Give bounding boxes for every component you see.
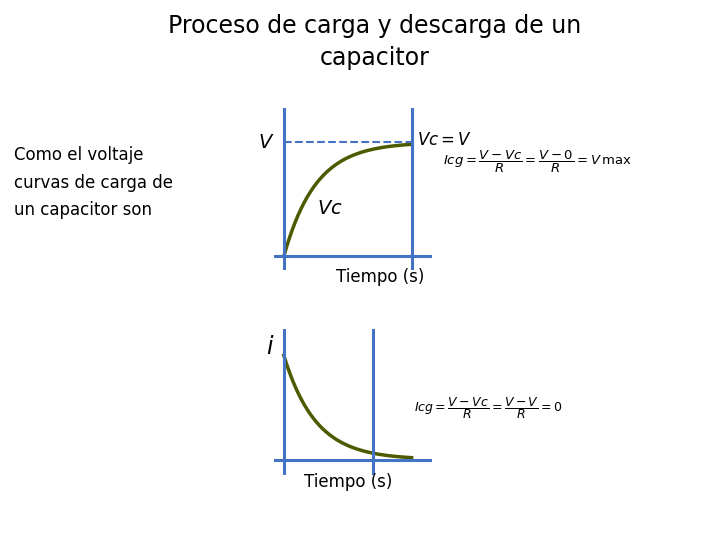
Text: $Vc = V$: $Vc = V$ [417,131,472,149]
Text: $V$: $V$ [258,133,274,152]
Text: Proceso de carga y descarga de un: Proceso de carga y descarga de un [168,14,581,37]
Text: Tiempo (s): Tiempo (s) [304,473,392,491]
Text: $Icg = \dfrac{V - Vc}{R} = \dfrac{V - V}{R} = 0$: $Icg = \dfrac{V - Vc}{R} = \dfrac{V - V}… [414,395,562,421]
Text: $Vc$: $Vc$ [317,199,343,218]
Text: Como el voltaje
curvas de carga de
un capacitor son: Como el voltaje curvas de carga de un ca… [14,146,174,219]
Text: $Icg = \dfrac{V - Vc}{R} = \dfrac{V - 0}{R} = V\,\mathrm{max}$: $Icg = \dfrac{V - Vc}{R} = \dfrac{V - 0}… [443,149,631,175]
Text: Tiempo (s): Tiempo (s) [336,268,424,286]
Text: $i$: $i$ [266,335,274,359]
Text: capacitor: capacitor [320,46,429,70]
